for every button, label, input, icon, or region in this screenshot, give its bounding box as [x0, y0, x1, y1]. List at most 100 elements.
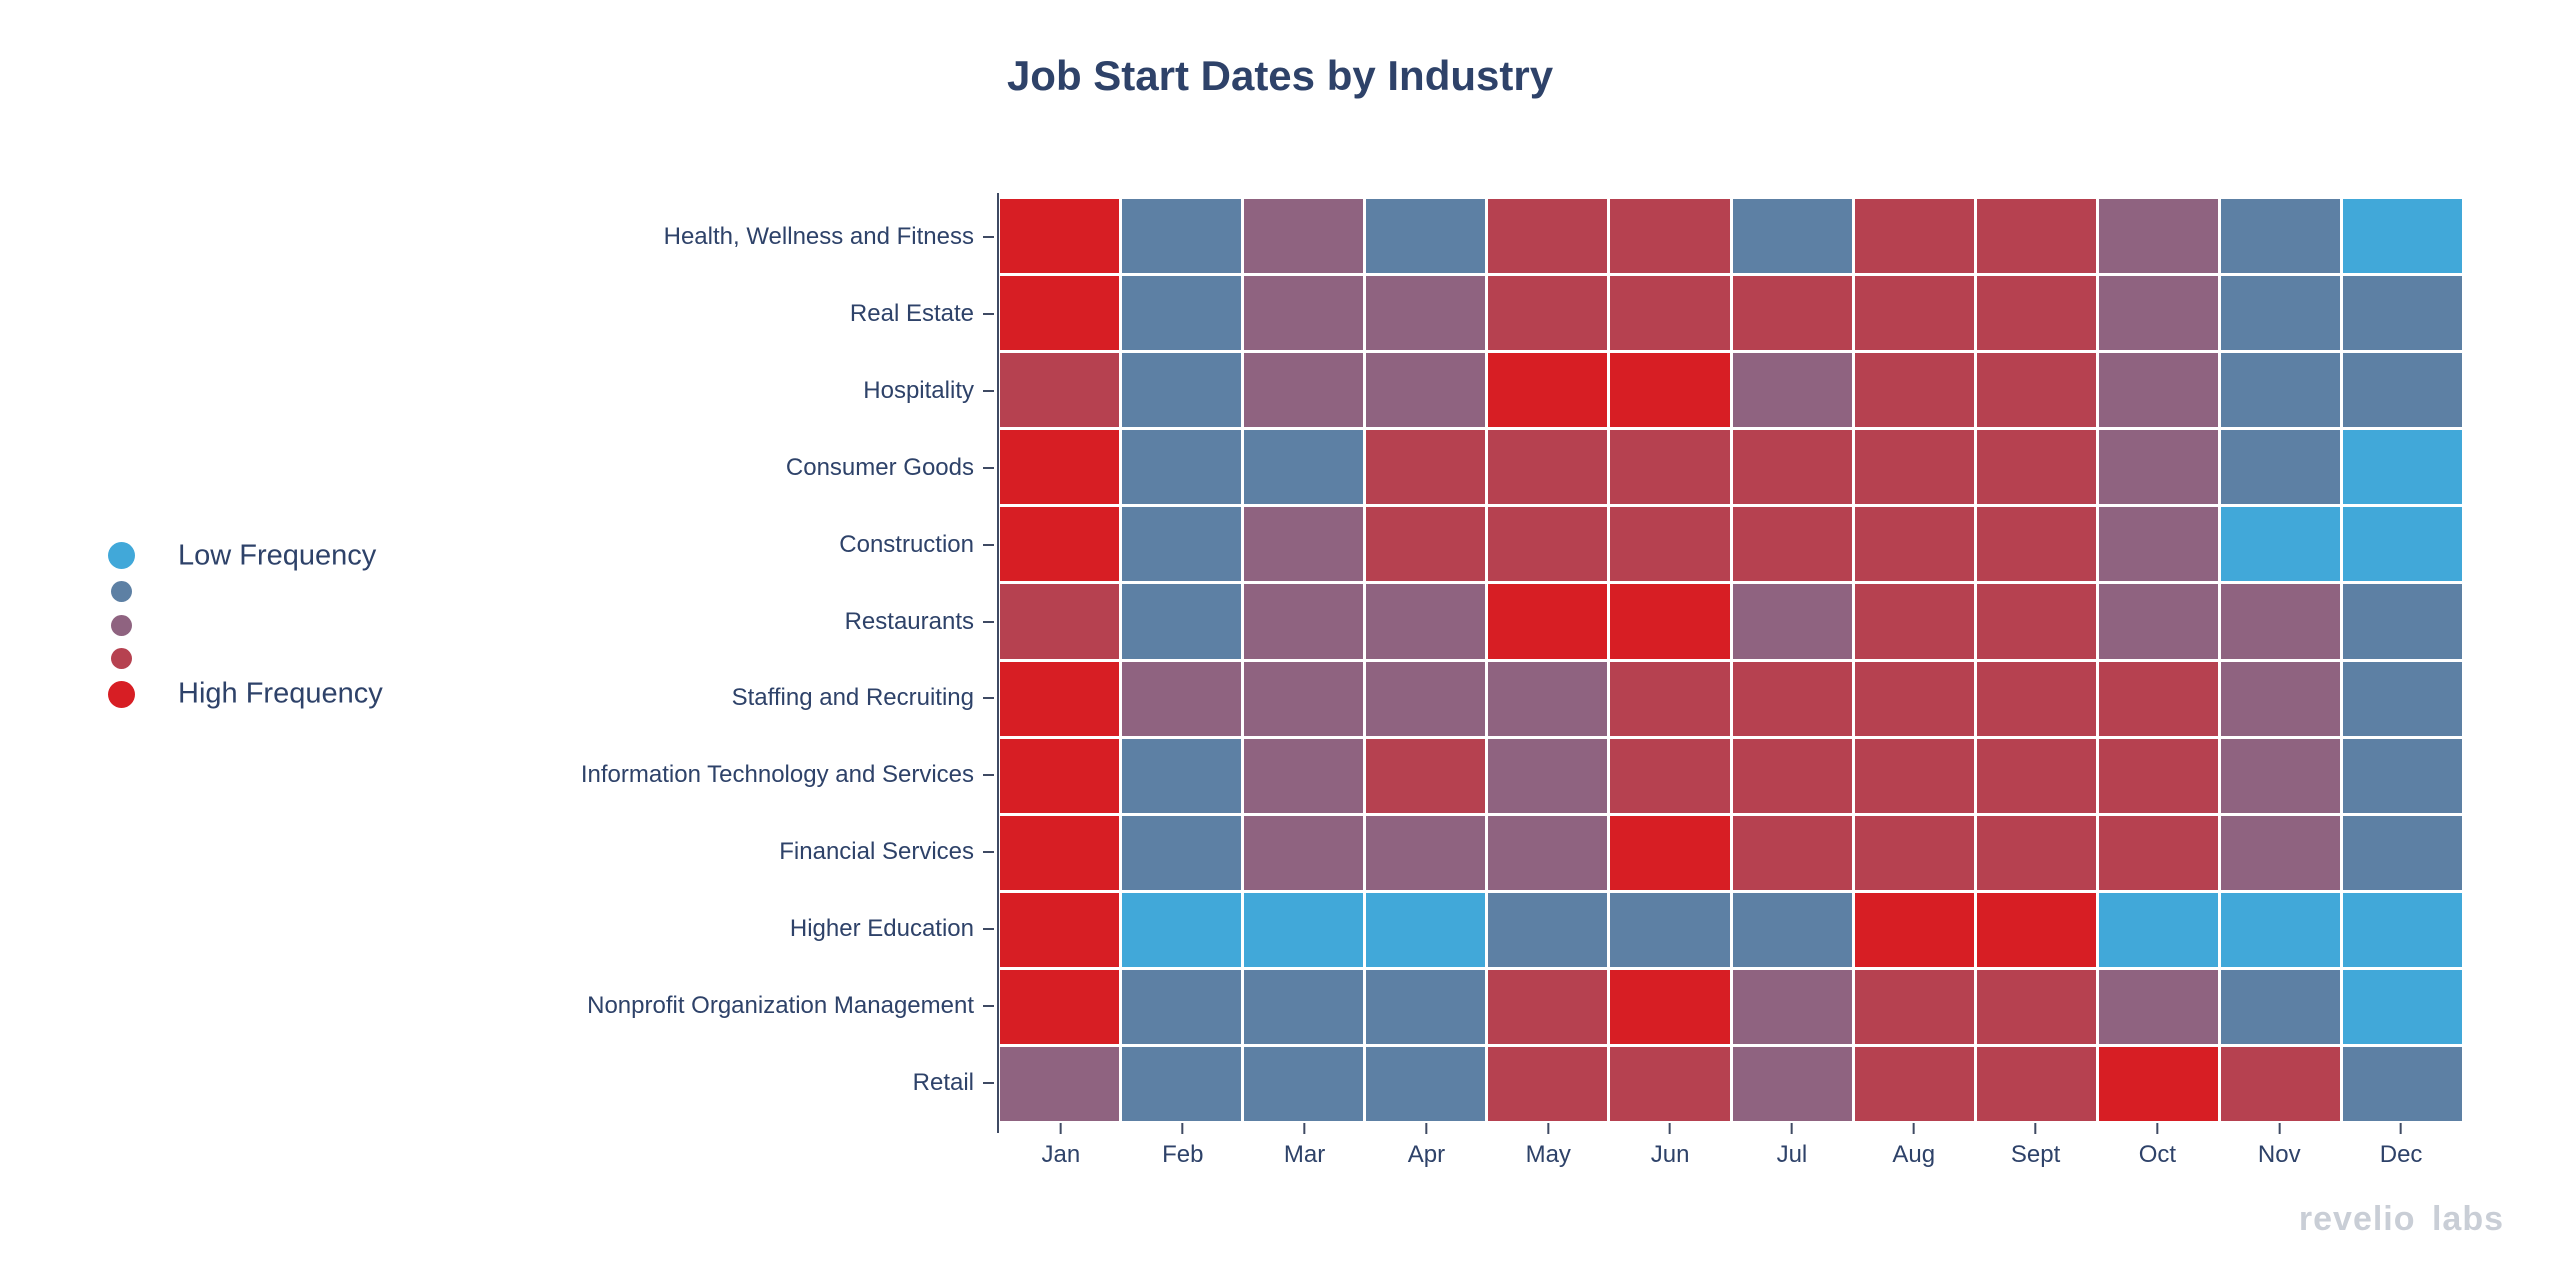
- x-axis-tick: [1181, 1123, 1184, 1134]
- heatmap-cell: [2342, 815, 2462, 890]
- heatmap-cell: [2098, 584, 2218, 659]
- heatmap-cell: [2098, 969, 2218, 1044]
- heatmap-cell: [1854, 507, 1974, 582]
- y-axis-label-text: Restaurants: [844, 607, 974, 635]
- heatmap-cell: [1610, 507, 1730, 582]
- heatmap-cell: [1732, 1046, 1852, 1121]
- heatmap-cell: [1488, 507, 1608, 582]
- y-axis: Health, Wellness and Fitness Real Estate H…: [0, 199, 994, 1121]
- heatmap-cell: [2098, 430, 2218, 505]
- y-axis-label-text: Real Estate: [849, 300, 974, 328]
- heatmap-cell: [1122, 507, 1242, 582]
- y-axis-label-text: Information Technology and Services: [580, 761, 974, 789]
- heatmap-cell: [1000, 738, 1120, 813]
- heatmap-cell: [1244, 584, 1364, 659]
- heatmap-cell: [2220, 815, 2340, 890]
- y-axis-label-text: Staffing and Recruiting: [731, 684, 974, 712]
- heatmap-cell: [1610, 199, 1730, 274]
- heatmap-cell: [1854, 892, 1974, 967]
- y-axis-label: Real Estate: [850, 300, 994, 328]
- x-axis-label-text: Mar: [1283, 1141, 1326, 1168]
- y-axis-label-text: Financial Services: [779, 838, 974, 866]
- heatmap-cell: [1122, 430, 1242, 505]
- heatmap-cell: [1122, 738, 1242, 813]
- heatmap-cell: [1000, 199, 1120, 274]
- heatmap-cell: [2220, 507, 2340, 582]
- heatmap-cell: [1000, 892, 1120, 967]
- x-axis-tick: [2156, 1123, 2159, 1134]
- legend-high-label: High Frequency: [178, 677, 383, 710]
- heatmap-cell: [1732, 353, 1852, 428]
- heatmap-cell: [1610, 1046, 1730, 1121]
- x-axis-label-text: May: [1525, 1141, 1571, 1168]
- heatmap-cell: [2098, 738, 2218, 813]
- heatmap-cell: [1000, 353, 1120, 428]
- legend-dot: [110, 581, 132, 603]
- legend: Low Frequency High Frequency: [106, 540, 383, 712]
- y-axis-line: [997, 193, 999, 1133]
- x-axis-label-text: Dec: [2379, 1141, 2423, 1168]
- heatmap-cell: [1854, 969, 1974, 1044]
- x-axis-label: Oct: [2139, 1123, 2176, 1169]
- heatmap-cell: [1976, 815, 2096, 890]
- heatmap-cell: [1122, 1046, 1242, 1121]
- y-axis-tick: [983, 620, 994, 623]
- heatmap-cell: [1976, 199, 2096, 274]
- heatmap-cell: [1610, 892, 1730, 967]
- heatmap-cell: [1366, 276, 1486, 351]
- x-axis-label-text: Jan: [1041, 1141, 1081, 1168]
- x-axis-label-text: Nov: [2257, 1141, 2301, 1168]
- legend-low-label: Low Frequency: [178, 539, 377, 572]
- heatmap-cell: [1366, 353, 1486, 428]
- heatmap-cell: [1854, 815, 1974, 890]
- x-axis-tick: [1912, 1123, 1915, 1134]
- x-axis-tick: [1059, 1123, 1062, 1134]
- heatmap-cell: [1976, 584, 2096, 659]
- heatmap-cell: [1122, 661, 1242, 736]
- y-axis-label-text: Retail: [912, 1068, 974, 1096]
- x-axis-tick: [2034, 1123, 2037, 1134]
- heatmap-cell: [2342, 507, 2462, 582]
- heatmap-cell: [1366, 1046, 1486, 1121]
- heatmap-cell: [1976, 507, 2096, 582]
- x-axis-tick: [1547, 1123, 1550, 1134]
- heatmap-cell: [1366, 738, 1486, 813]
- x-axis-label-text: Feb: [1162, 1141, 1204, 1168]
- chart-title: Job Start Dates by Industry: [1006, 52, 1554, 99]
- heatmap-cell: [1732, 584, 1852, 659]
- heatmap-cell: [2098, 815, 2218, 890]
- heatmap-cell: [1488, 199, 1608, 274]
- y-axis-tick: [983, 543, 994, 546]
- heatmap-cell: [1732, 815, 1852, 890]
- heatmap-cell: [1976, 353, 2096, 428]
- heatmap-cell: [2098, 1046, 2218, 1121]
- y-axis-label: Staffing and Recruiting: [732, 684, 994, 712]
- x-axis-label-text: Apr: [1407, 1141, 1446, 1168]
- heatmap-cell: [2342, 661, 2462, 736]
- x-axis-label-text: Aug: [1892, 1141, 1936, 1168]
- heatmap-cell: [1366, 430, 1486, 505]
- heatmap-cell: [1732, 276, 1852, 351]
- x-axis-label: Aug: [1892, 1123, 1935, 1169]
- x-axis-label: Nov: [2258, 1123, 2301, 1169]
- heatmap-cell: [1488, 892, 1608, 967]
- heatmap-cell: [1854, 353, 1974, 428]
- heatmap-cell: [2220, 199, 2340, 274]
- heatmap-cell: [1854, 430, 1974, 505]
- heatmap-cell: [1244, 353, 1364, 428]
- heatmap-cell: [2220, 661, 2340, 736]
- heatmap-cell: [1366, 815, 1486, 890]
- heatmap-cell: [1854, 1046, 1974, 1121]
- heatmap-cell: [1000, 1046, 1120, 1121]
- x-axis-label-text: Sept: [2010, 1141, 2061, 1168]
- heatmap-cell: [1366, 969, 1486, 1044]
- x-axis-label: Dec: [2379, 1123, 2423, 1169]
- legend-dot: [110, 614, 132, 636]
- heatmap-cell: [2342, 199, 2462, 274]
- y-axis-label: Retail: [913, 1069, 994, 1097]
- y-axis-tick: [983, 927, 994, 930]
- heatmap-cell: [1854, 661, 1974, 736]
- heatmap-cell: [1000, 969, 1120, 1044]
- y-axis-label-text: Hospitality: [863, 377, 974, 405]
